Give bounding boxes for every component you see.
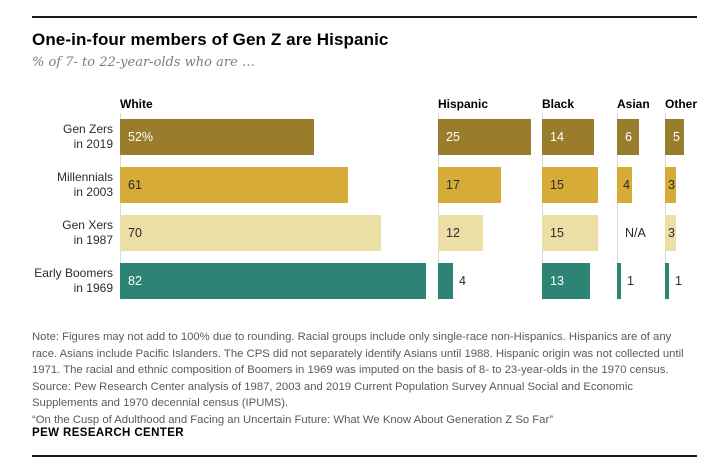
- bar-gen-xers-in-1987-hispanic: [438, 215, 483, 251]
- row-label-line2: in 1969: [73, 281, 113, 295]
- bar-millennials-in-2003-asian: [617, 167, 632, 203]
- notes-block: Note: Figures may not add to 100% due to…: [32, 329, 694, 428]
- bar-value-label: 4: [623, 178, 630, 192]
- note-text: Note: Figures may not add to 100% due to…: [32, 331, 684, 376]
- axis-baseline-white: [120, 113, 121, 300]
- bar-early-boomers-in-1969-other: [665, 263, 669, 299]
- bottom-rule: [32, 455, 697, 457]
- bar-gen-xers-in-1987-black: [542, 215, 598, 251]
- axis-baseline-hispanic: [438, 113, 439, 300]
- bar-gen-zers-in-2019-hispanic: [438, 119, 531, 155]
- source-text: Source: Pew Research Center analysis of …: [32, 380, 633, 410]
- column-header-other: Other: [665, 97, 698, 111]
- row-label-line1: Millennials: [56, 170, 113, 184]
- bar-value-label: 1: [675, 274, 682, 288]
- axis-baseline-black: [542, 113, 543, 300]
- row-label-line2: in 1987: [73, 233, 113, 247]
- row-label-millennials-in-2003: Millennials in 2003: [0, 170, 113, 200]
- bar-value-label: 12: [446, 226, 460, 240]
- page-title: One-in-four members of Gen Z are Hispani…: [32, 30, 389, 49]
- row-label-gen-zers-in-2019: Gen Zers in 2019: [0, 122, 113, 152]
- bar-early-boomers-in-1969-black: [542, 263, 590, 299]
- bar-value-label: 15: [550, 226, 564, 240]
- bar-value-label: 1: [627, 274, 634, 288]
- bar-millennials-in-2003-black: [542, 167, 598, 203]
- axis-baseline-asian: [617, 113, 618, 300]
- row-label-early-boomers-in-1969: Early Boomers in 1969: [0, 266, 113, 296]
- row-label-line2: in 2019: [73, 137, 113, 151]
- bar-early-boomers-in-1969-asian: [617, 263, 621, 299]
- bar-value-label: 61: [128, 178, 142, 192]
- row-label-line1: Gen Xers: [62, 218, 113, 232]
- bar-value-label: 25: [446, 130, 460, 144]
- bar-gen-zers-in-2019-asian: [617, 119, 639, 155]
- bar-value-label: 52%: [128, 130, 154, 144]
- bar-value-label: 3: [668, 226, 675, 240]
- bar-value-label: 15: [550, 178, 564, 192]
- bar-millennials-in-2003-hispanic: [438, 167, 501, 203]
- report-title-text: “On the Cusp of Adulthood and Facing an …: [32, 413, 553, 426]
- bar-value-label: 4: [459, 274, 466, 288]
- bar-early-boomers-in-1969-hispanic: [438, 263, 453, 299]
- bar-early-boomers-in-1969-white: [120, 263, 426, 299]
- bar-gen-xers-in-1987-other: [665, 215, 676, 251]
- bar-gen-zers-in-2019-black: [542, 119, 594, 155]
- bar-value-label: 5: [673, 130, 680, 144]
- bar-value-label: 3: [668, 178, 675, 192]
- bar-gen-xers-in-1987-white: [120, 215, 381, 251]
- bar-value-label: 17: [446, 178, 460, 192]
- bar-value-label: 6: [625, 130, 632, 144]
- bar-millennials-in-2003-other: [665, 167, 676, 203]
- bar-value-label: 82: [128, 274, 142, 288]
- row-label-line2: in 2003: [73, 185, 113, 199]
- column-header-hispanic: Hispanic: [438, 97, 489, 111]
- axis-baseline-other: [665, 113, 666, 300]
- row-label-line1: Gen Zers: [62, 122, 113, 136]
- bar-value-label: 13: [550, 274, 564, 288]
- top-rule: [32, 16, 697, 18]
- row-label-line1: Early Boomers: [34, 266, 113, 280]
- column-header-black: Black: [542, 97, 575, 111]
- pew-research-center-wordmark: PEW RESEARCH CENTER: [32, 427, 185, 439]
- bar-gen-zers-in-2019-white: [120, 119, 314, 155]
- bar-gen-zers-in-2019-other: [665, 119, 684, 155]
- bar-millennials-in-2003-white: [120, 167, 348, 203]
- column-header-asian: Asian: [617, 97, 650, 111]
- bar-value-label: 14: [550, 130, 564, 144]
- bar-value-label: 70: [128, 226, 142, 240]
- bar-value-na-asian: N/A: [625, 226, 646, 240]
- chart-subtitle: % of 7- to 22-year-olds who are …: [32, 55, 255, 70]
- column-header-white: White: [120, 97, 153, 111]
- row-label-gen-xers-in-1987: Gen Xers in 1987: [0, 218, 113, 248]
